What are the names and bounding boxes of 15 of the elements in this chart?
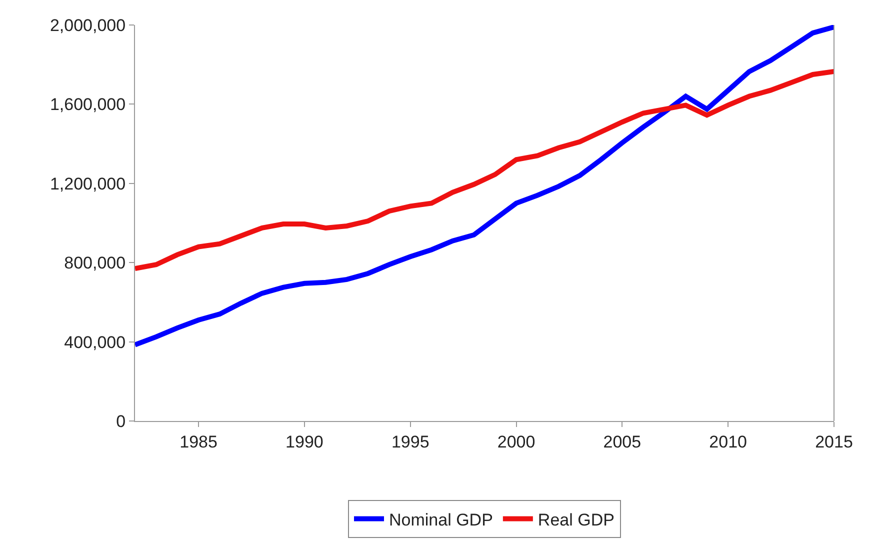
y-tick-label: 0 xyxy=(116,412,126,431)
y-tick-label: 2,000,000 xyxy=(50,16,126,35)
x-tick-label: 1995 xyxy=(391,432,430,452)
x-tick-label: 2015 xyxy=(815,432,853,452)
y-tick-label: 1,200,000 xyxy=(50,174,126,194)
y-tick-label: 400,000 xyxy=(64,332,126,352)
legend-label: Nominal GDP xyxy=(389,510,493,530)
x-tick-label: 1990 xyxy=(286,432,324,452)
x-tick-label: 1985 xyxy=(180,432,218,452)
legend-label: Real GDP xyxy=(538,510,614,530)
x-tick-label: 2010 xyxy=(709,432,748,452)
x-tick-label: 2000 xyxy=(497,432,536,452)
x-tick-label: 2005 xyxy=(603,432,642,452)
y-tick-label: 1,600,000 xyxy=(50,95,126,114)
y-tick-label: 800,000 xyxy=(64,254,126,273)
